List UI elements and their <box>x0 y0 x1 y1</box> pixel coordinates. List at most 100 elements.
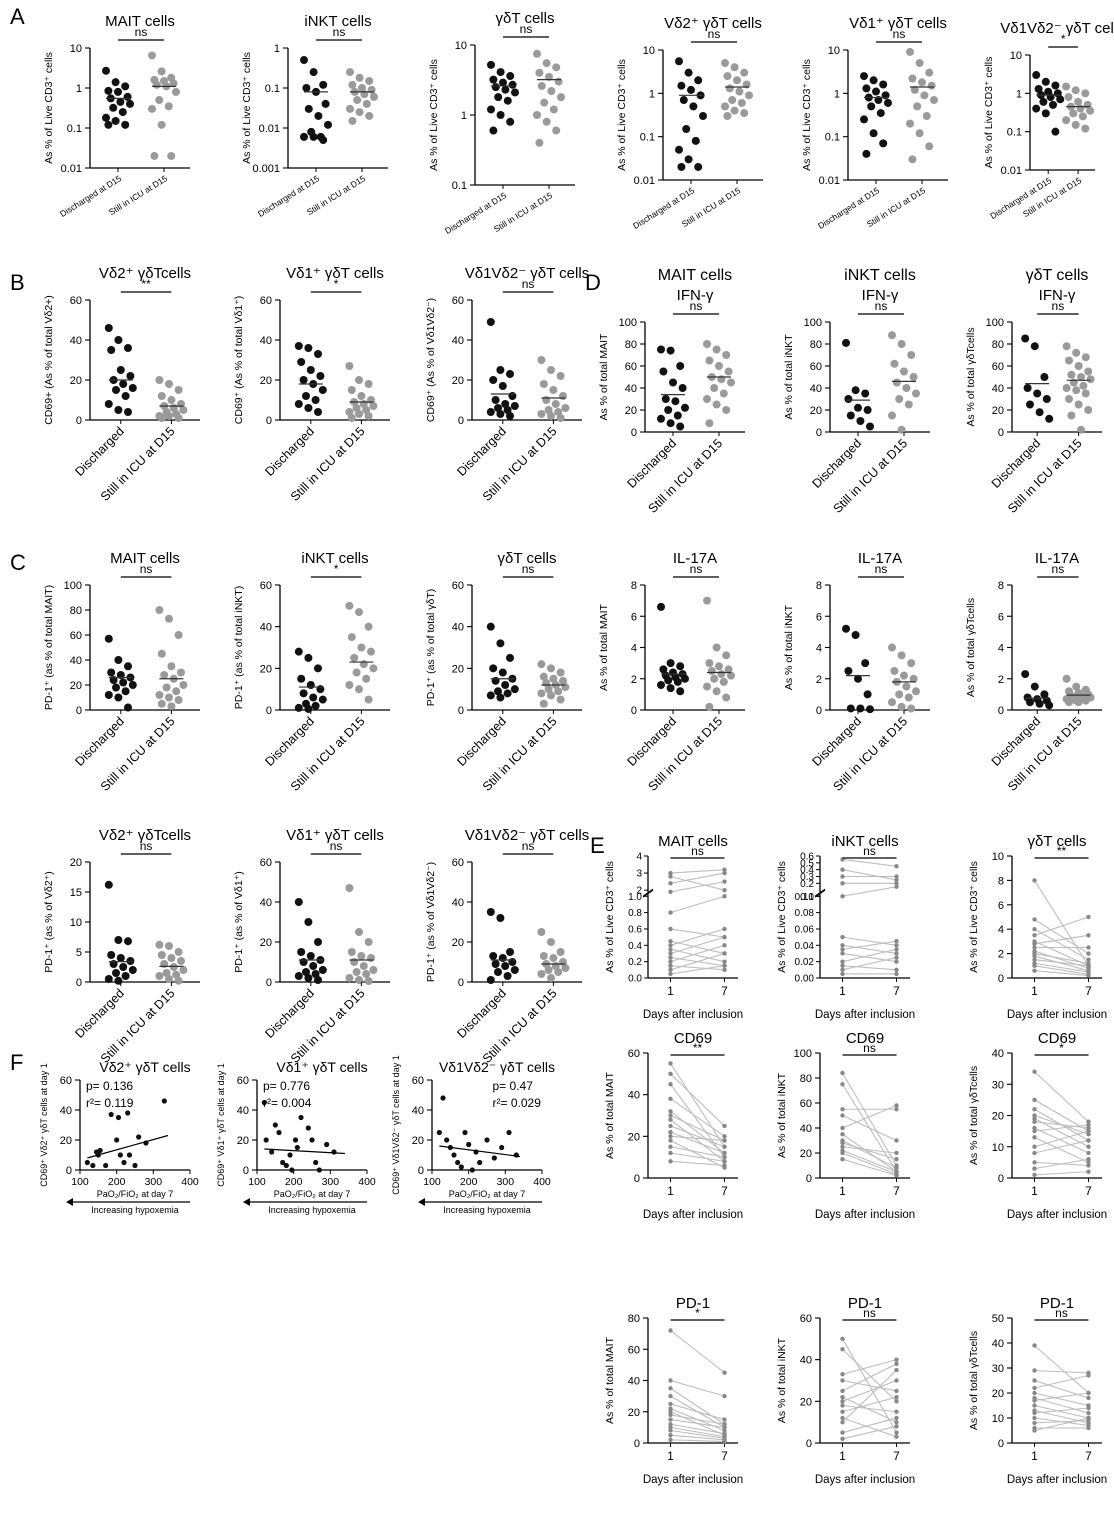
C2-point <box>345 601 354 610</box>
E6-point <box>1086 1128 1091 1134</box>
panel-label-d: D <box>585 270 601 295</box>
E7-pair-line <box>670 1434 725 1441</box>
E2-point <box>894 874 899 879</box>
D3-point <box>1062 342 1071 351</box>
F3-y-tick-label: 0 <box>418 1165 424 1177</box>
C2-y-tick-label: 60 <box>260 580 272 592</box>
A1-point <box>167 151 176 160</box>
F1-point <box>103 1162 109 1169</box>
E9-point <box>1086 1410 1091 1416</box>
C8-point <box>367 954 375 962</box>
A4-point <box>745 91 753 100</box>
A5-point <box>920 91 929 100</box>
E2-point <box>894 959 899 964</box>
D3-y-label: As % of total γδTcells <box>965 327 977 426</box>
E3-y-tick-label: 0 <box>998 973 1004 985</box>
F2-point <box>261 1099 267 1106</box>
D1-point <box>669 378 677 387</box>
D1-y-tick-label: 0 <box>631 427 637 439</box>
C3-point <box>561 683 570 692</box>
E4-point <box>668 1123 673 1129</box>
E9-point <box>1086 1395 1091 1401</box>
E1-pair-line <box>670 936 725 955</box>
C7-point <box>124 937 132 946</box>
A1-point <box>111 78 120 87</box>
E9-x-label: Days after inclusion <box>1007 1474 1107 1486</box>
A1-point <box>157 120 166 129</box>
F2-stat-r: r²= 0.004 <box>263 1096 312 1110</box>
C3-y-tick-label: 60 <box>452 580 464 592</box>
A3-point <box>545 72 553 81</box>
D3-point <box>1081 353 1090 362</box>
C8-point <box>309 962 318 970</box>
A1-point <box>114 87 122 96</box>
C2-point <box>294 703 303 712</box>
E8-point <box>894 1415 899 1421</box>
F3-point <box>455 1159 461 1166</box>
A4-point <box>737 98 746 107</box>
E7-point <box>722 1425 727 1430</box>
C2-point <box>359 660 368 669</box>
B3-y-tick-label: 40 <box>452 335 464 347</box>
D2-sig-label: ns <box>875 299 888 313</box>
E7-point <box>722 1439 727 1444</box>
A4-point <box>723 111 732 120</box>
A6-y-tick-label: 0.1 <box>1007 127 1022 139</box>
F3-point <box>458 1164 464 1170</box>
E5-pair-line <box>842 1149 897 1173</box>
E6-y-tick-label: 30 <box>992 1079 1004 1091</box>
C1-point <box>157 649 166 658</box>
E6-point <box>1032 1125 1037 1131</box>
C7-point <box>112 969 120 977</box>
E3-y-tick-label: 2 <box>998 949 1004 961</box>
C2-x-tick-label: Discharged <box>262 714 317 769</box>
E6-point <box>1032 1172 1037 1178</box>
D2-point <box>842 338 850 347</box>
E3-x-label: Days after inclusion <box>1007 1009 1107 1021</box>
E3-pair-line <box>1034 928 1089 961</box>
D3-y-tick-label: 100 <box>986 317 1004 329</box>
E3-point <box>1086 945 1091 950</box>
E8-y-tick-label: 60 <box>800 1313 812 1325</box>
E8-point <box>894 1419 899 1425</box>
E5-point <box>840 1132 845 1137</box>
C8-point <box>306 952 315 960</box>
E9-pair-line <box>1034 1419 1089 1424</box>
A4-point <box>675 145 683 154</box>
E1-pair-line <box>670 952 725 971</box>
F3-y-tick-label: 20 <box>412 1135 424 1147</box>
E4-point <box>668 1159 673 1164</box>
E5-point <box>840 1157 845 1162</box>
E6-pair-line <box>1034 1127 1089 1154</box>
F2-point <box>263 1137 269 1143</box>
C7-point <box>121 972 130 980</box>
A2-point <box>302 84 311 92</box>
C7-x-tick-label: Discharged <box>72 986 127 1041</box>
B1-point <box>126 372 135 380</box>
C2-point <box>309 693 318 702</box>
C7-point <box>165 975 173 983</box>
C7-point <box>104 975 113 983</box>
A1-point <box>121 120 130 129</box>
C6-y-tick-label: 8 <box>998 580 1004 592</box>
C3-point <box>537 660 546 669</box>
E6-pair-line <box>1034 1136 1089 1163</box>
C5-point <box>909 674 918 683</box>
E6-point <box>1086 1138 1091 1143</box>
A3-point <box>511 88 519 97</box>
D3-point <box>1072 386 1081 395</box>
E4-pair-line <box>670 1135 725 1142</box>
E2-point <box>894 951 899 956</box>
B2-point <box>297 358 306 366</box>
F2-fit-line <box>264 1148 346 1155</box>
E2-point <box>840 943 845 948</box>
A3-point <box>506 117 515 126</box>
C4-point <box>717 670 726 679</box>
C3-point <box>537 689 546 698</box>
A6-point <box>1069 109 1078 118</box>
E4-point <box>668 1096 673 1102</box>
E1-y-tick-label: 0.8 <box>628 908 642 919</box>
C5-y-tick-label: 4 <box>816 643 822 655</box>
C1-point <box>121 687 130 696</box>
E1-point <box>668 947 673 952</box>
